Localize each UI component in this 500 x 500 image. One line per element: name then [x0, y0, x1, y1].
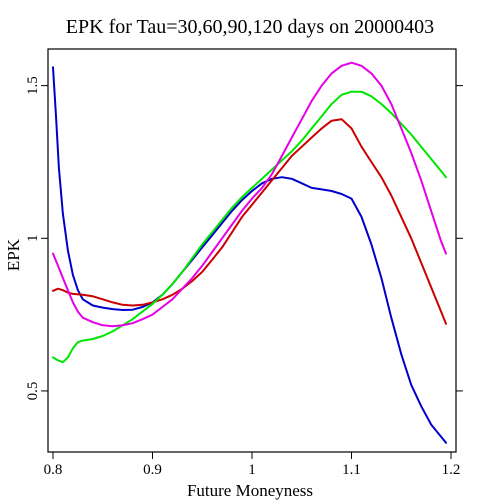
y-tick-label: 1 [25, 235, 41, 243]
chart-title: EPK for Tau=30,60,90,120 days on 2000040… [66, 16, 434, 38]
y-axis-label: EPK [4, 238, 23, 271]
x-tick-label: 1.1 [342, 462, 361, 478]
x-tick-label: 0.8 [44, 462, 63, 478]
series-line-3 [52, 61, 447, 328]
series-line-0 [52, 66, 447, 444]
series-line-1 [52, 118, 447, 325]
y-tick-label: 1.5 [25, 76, 41, 95]
axis-layer: 0.8 0.9 1 1.1 1.2 0.5 1 1.5 [25, 76, 463, 478]
x-axis-label: Future Moneyness [187, 481, 313, 500]
y-tick-label: 0.5 [25, 382, 41, 401]
x-tick-label: 0.9 [143, 462, 162, 478]
x-tick-label: 1.2 [442, 462, 461, 478]
series-line-2 [52, 90, 447, 364]
x-tick-label: 1 [248, 462, 256, 478]
series-layer [52, 61, 447, 444]
